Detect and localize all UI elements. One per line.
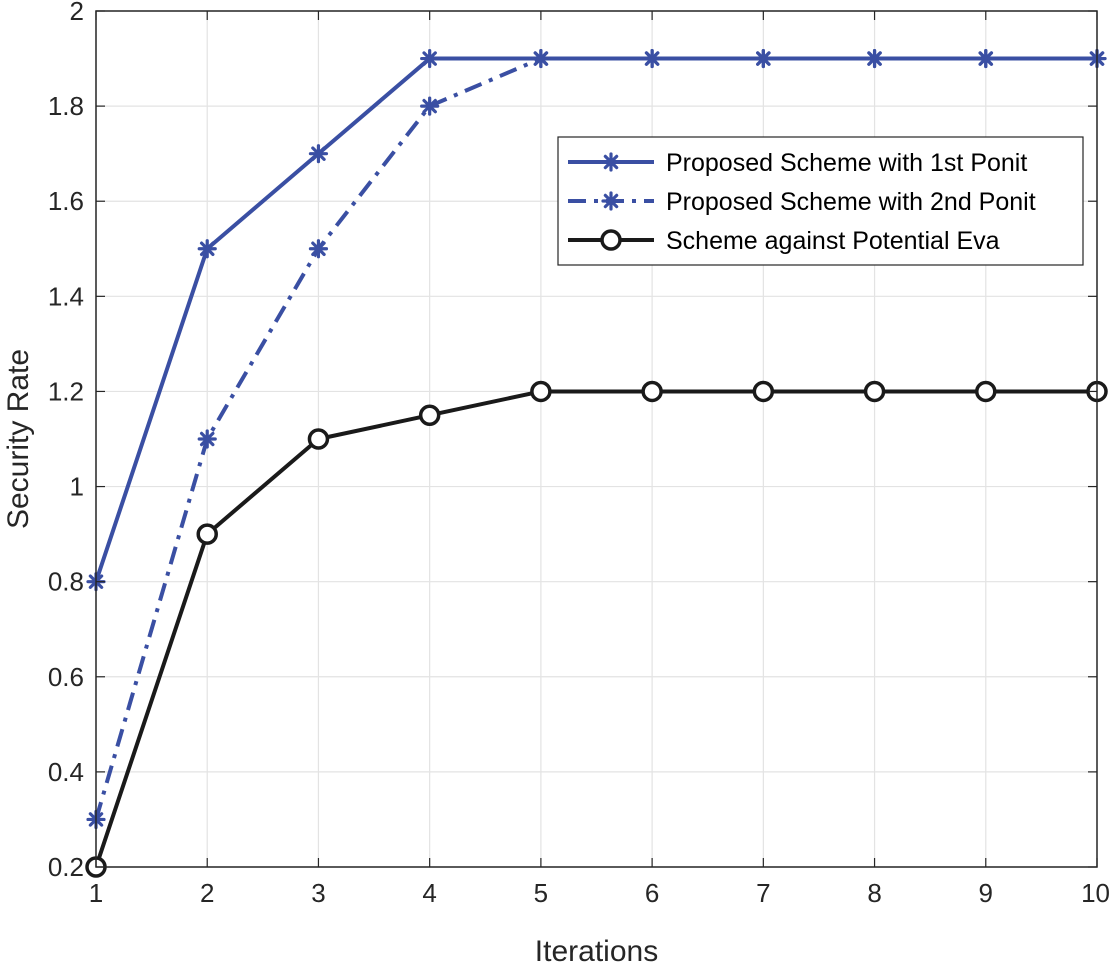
data-point xyxy=(975,380,997,403)
y-tick-label: 0.2 xyxy=(48,852,84,882)
x-tick-label: 6 xyxy=(645,878,659,908)
y-tick-label: 0.6 xyxy=(48,662,84,692)
data-point xyxy=(641,380,663,403)
data-point xyxy=(863,380,886,403)
data-point xyxy=(752,380,775,403)
y-tick-label: 1.8 xyxy=(48,91,84,121)
data-point xyxy=(531,48,551,69)
data-point xyxy=(308,144,329,164)
y-axis-title: Security Rate xyxy=(2,349,35,529)
data-point xyxy=(196,523,218,545)
data-point xyxy=(642,48,662,69)
series-line xyxy=(94,389,1097,868)
x-tick-label: 7 xyxy=(756,878,770,908)
data-point xyxy=(197,239,217,259)
x-tick-label: 5 xyxy=(534,878,548,908)
legend: Proposed Scheme with 1st Ponit Proposed S… xyxy=(557,136,1084,266)
data-point xyxy=(418,404,441,426)
data-point xyxy=(976,48,996,69)
y-tick-label: 0.8 xyxy=(48,567,84,597)
legend-marker xyxy=(600,229,622,251)
axis-ticks: 1 2 3 4 5 6 7 8 9 10 0.2 0.4 0.6 0.8 1 1.2 1.4 1.6 1.8 2 xyxy=(48,0,1110,908)
data-point xyxy=(420,48,440,69)
y-tick-label: 1.2 xyxy=(48,376,84,406)
legend-marker xyxy=(601,152,621,172)
data-point xyxy=(530,380,552,403)
x-tick-label: 3 xyxy=(311,878,325,908)
x-tick-label: 4 xyxy=(422,878,436,908)
data-point xyxy=(753,48,773,69)
data-point xyxy=(308,239,329,259)
y-tick-label: 1 xyxy=(70,472,84,502)
legend-item: Proposed Scheme with 2nd Ponit xyxy=(568,188,1036,216)
y-tick-label: 1.4 xyxy=(48,281,84,311)
series-1 xyxy=(86,48,1107,592)
x-tick-label: 8 xyxy=(867,878,881,908)
y-tick-label: 0.4 xyxy=(48,757,84,787)
legend-label: Scheme against Potential Eva xyxy=(666,227,1000,255)
legend-item: Scheme against Potential Eva xyxy=(568,227,1000,255)
x-tick-label: 9 xyxy=(979,878,993,908)
data-point xyxy=(864,48,885,69)
legend-item: Proposed Scheme with 1st Ponit xyxy=(568,149,1027,177)
x-tick-label: 10 xyxy=(1081,878,1110,908)
legend-box xyxy=(557,136,1084,266)
series-layer xyxy=(85,48,1108,878)
data-point xyxy=(307,428,330,450)
plot-frame xyxy=(95,10,1098,868)
series-line xyxy=(94,56,1097,583)
data-point xyxy=(420,96,440,116)
y-tick-label: 1.6 xyxy=(48,186,84,216)
x-tick-label: 2 xyxy=(200,878,214,908)
legend-marker xyxy=(601,191,621,211)
y-tick-label: 2 xyxy=(70,0,84,26)
legend-label: Proposed Scheme with 2nd Ponit xyxy=(666,188,1036,216)
legend-label: Proposed Scheme with 1st Ponit xyxy=(666,149,1027,177)
x-tick-label: 1 xyxy=(89,878,103,908)
data-point xyxy=(197,429,217,449)
x-axis-title: Iterations xyxy=(535,935,658,966)
series-3 xyxy=(85,380,1108,878)
